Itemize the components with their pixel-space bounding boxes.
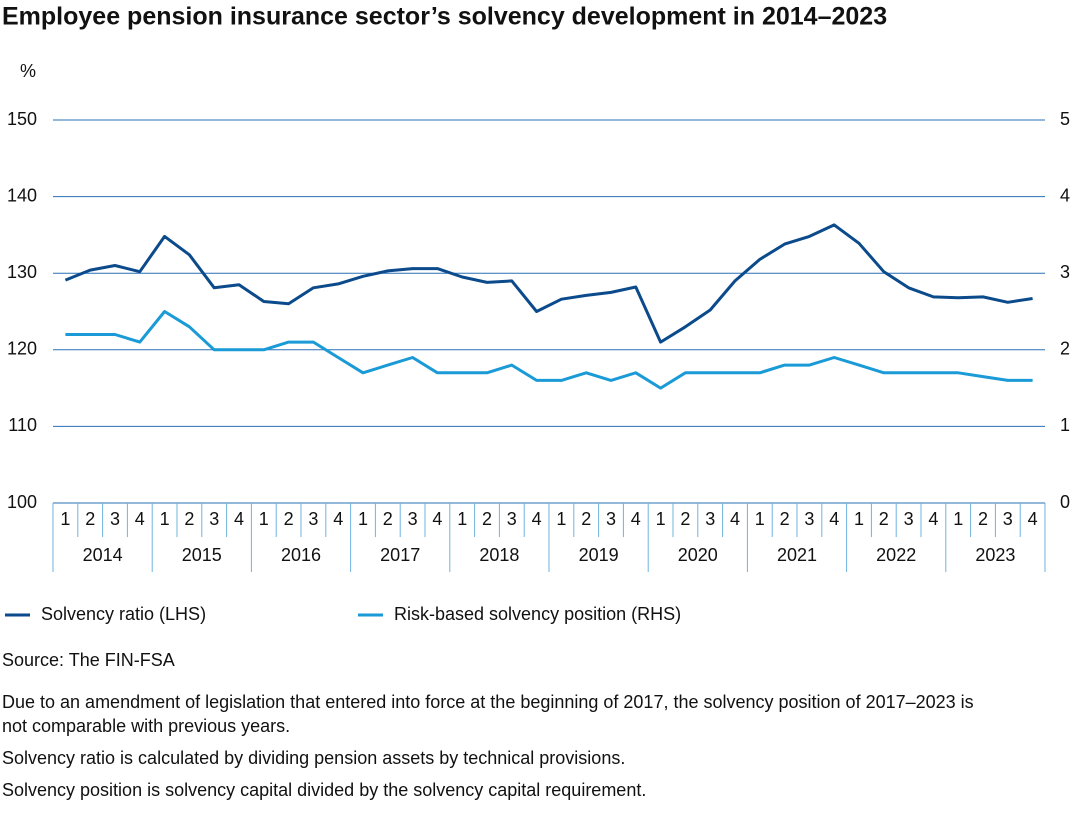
x-tick-label: 1 [457, 509, 467, 529]
x-tick-label: 4 [432, 509, 442, 529]
chart: Employee pension insurance sector’s solv… [2, 3, 1070, 624]
x-group-label: 2015 [182, 545, 222, 565]
x-group-label: 2022 [876, 545, 916, 565]
x-group-label: 2016 [281, 545, 321, 565]
x-tick-label: 2 [780, 509, 790, 529]
legend-label: Solvency ratio (LHS) [41, 604, 206, 624]
x-tick-label: 1 [755, 509, 765, 529]
x-tick-label: 3 [408, 509, 418, 529]
x-tick-label: 3 [904, 509, 914, 529]
x-tick-label: 1 [656, 509, 666, 529]
x-tick-label: 3 [1003, 509, 1013, 529]
x-tick-label: 3 [507, 509, 517, 529]
x-group-label: 2021 [777, 545, 817, 565]
x-tick-label: 1 [160, 509, 170, 529]
x-tick-label: 4 [532, 509, 542, 529]
x-tick-label: 3 [110, 509, 120, 529]
x-tick-label: 1 [953, 509, 963, 529]
chart-title: Employee pension insurance sector’s solv… [2, 3, 887, 31]
source: Source: The FIN-FSA [2, 650, 175, 670]
y-tick-label: 140 [7, 185, 37, 205]
x-tick-label: 4 [730, 509, 740, 529]
x-tick-label: 1 [556, 509, 566, 529]
note: Due to an amendment of legislation that … [2, 692, 974, 736]
y2-tick-label: 0 [1060, 492, 1070, 512]
x-group-label: 2019 [579, 545, 619, 565]
x-tick-label: 1 [854, 509, 864, 529]
x-group-label: 2023 [975, 545, 1015, 565]
x-tick-label: 2 [879, 509, 889, 529]
y2-tick-label: 1 [1060, 415, 1070, 435]
note: Solvency ratio is calculated by dividing… [2, 748, 626, 768]
series-line [65, 310, 1033, 390]
x-tick-label: 2 [284, 509, 294, 529]
y-axis-label: % [20, 61, 36, 81]
y2-tick-label: 4 [1060, 185, 1070, 205]
x-tick-label: 3 [804, 509, 814, 529]
x-group-label: 2017 [380, 545, 420, 565]
y-tick-label: 150 [7, 109, 37, 129]
x-tick-label: 4 [333, 509, 343, 529]
x-tick-label: 2 [482, 509, 492, 529]
x-tick-label: 4 [1028, 509, 1038, 529]
note: Solvency position is solvency capital di… [2, 780, 647, 800]
x-group-label: 2018 [479, 545, 519, 565]
y-tick-label: 100 [7, 492, 37, 512]
x-tick-label: 4 [135, 509, 145, 529]
x-group-label: 2020 [678, 545, 718, 565]
x-tick-label: 3 [308, 509, 318, 529]
x-tick-label: 3 [705, 509, 715, 529]
y-tick-label: 130 [7, 262, 37, 282]
x-tick-label: 2 [978, 509, 988, 529]
x-tick-label: 2 [581, 509, 591, 529]
y2-tick-label: 2 [1060, 339, 1070, 359]
x-tick-label: 1 [259, 509, 269, 529]
x-tick-label: 2 [383, 509, 393, 529]
y2-tick-label: 5 [1060, 109, 1070, 129]
x-tick-label: 3 [606, 509, 616, 529]
x-tick-label: 1 [60, 509, 70, 529]
x-tick-label: 2 [184, 509, 194, 529]
x-tick-label: 2 [680, 509, 690, 529]
x-tick-label: 4 [631, 509, 641, 529]
x-tick-label: 4 [928, 509, 938, 529]
x-tick-label: 2 [85, 509, 95, 529]
notes: Source: The FIN-FSA Due to an amendment … [2, 648, 1002, 810]
x-group-label: 2014 [83, 545, 123, 565]
x-tick-label: 4 [829, 509, 839, 529]
legend-label: Risk-based solvency position (RHS) [394, 604, 681, 624]
series-line [64, 223, 1033, 344]
y-tick-label: 120 [7, 339, 37, 359]
y-tick-label: 110 [8, 415, 37, 435]
y2-tick-label: 3 [1060, 262, 1070, 282]
x-tick-label: 3 [209, 509, 219, 529]
x-tick-label: 1 [358, 509, 368, 529]
x-tick-label: 4 [234, 509, 244, 529]
